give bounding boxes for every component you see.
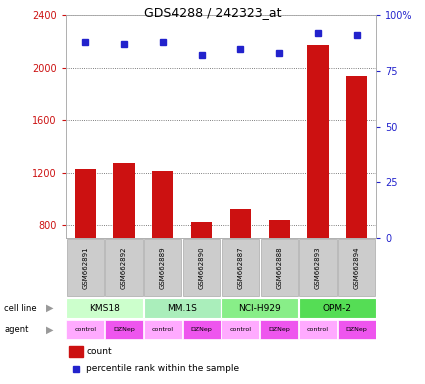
Bar — [183, 319, 221, 339]
Text: DZNep: DZNep — [191, 327, 212, 332]
Text: GDS4288 / 242323_at: GDS4288 / 242323_at — [144, 6, 281, 19]
Bar — [144, 239, 181, 296]
Text: ▶: ▶ — [46, 303, 54, 313]
Text: GSM662892: GSM662892 — [121, 247, 127, 289]
Bar — [346, 76, 367, 330]
Bar — [144, 298, 221, 318]
Text: DZNep: DZNep — [346, 327, 368, 332]
Text: DZNep: DZNep — [113, 327, 135, 332]
Bar — [105, 239, 143, 296]
Text: control: control — [307, 327, 329, 332]
Bar — [144, 319, 182, 339]
Text: control: control — [230, 327, 252, 332]
Bar — [183, 239, 220, 296]
Bar — [69, 346, 83, 357]
Text: DZNep: DZNep — [268, 327, 290, 332]
Text: KMS18: KMS18 — [89, 304, 120, 313]
Text: agent: agent — [4, 325, 28, 334]
Bar — [113, 164, 135, 330]
Bar — [66, 298, 143, 318]
Bar — [75, 169, 96, 330]
Text: GSM662893: GSM662893 — [315, 247, 321, 289]
Bar — [260, 319, 298, 339]
Text: GSM662891: GSM662891 — [82, 247, 88, 289]
Text: OPM-2: OPM-2 — [323, 304, 352, 313]
Bar — [338, 319, 376, 339]
Text: GSM662894: GSM662894 — [354, 247, 360, 289]
Text: cell line: cell line — [4, 304, 37, 313]
Bar — [191, 222, 212, 330]
Text: control: control — [152, 327, 174, 332]
Bar — [66, 319, 104, 339]
Text: count: count — [86, 347, 112, 356]
Bar — [222, 239, 259, 296]
Bar — [269, 220, 290, 330]
Text: NCI-H929: NCI-H929 — [238, 304, 281, 313]
Text: percentile rank within the sample: percentile rank within the sample — [86, 364, 239, 373]
Bar — [261, 239, 298, 296]
Bar — [230, 209, 251, 330]
Text: ▶: ▶ — [46, 324, 54, 334]
Bar — [299, 298, 376, 318]
Bar — [152, 171, 173, 330]
Text: MM.1S: MM.1S — [167, 304, 197, 313]
Bar — [299, 319, 337, 339]
Bar — [307, 45, 329, 330]
Bar — [338, 239, 375, 296]
Bar — [67, 239, 104, 296]
Text: control: control — [74, 327, 96, 332]
Text: GSM662888: GSM662888 — [276, 247, 282, 289]
Text: GSM662889: GSM662889 — [160, 247, 166, 289]
Bar — [105, 319, 143, 339]
Bar — [221, 298, 298, 318]
Bar — [221, 319, 259, 339]
Bar — [299, 239, 337, 296]
Text: GSM662887: GSM662887 — [238, 247, 244, 289]
Text: GSM662890: GSM662890 — [198, 247, 204, 289]
